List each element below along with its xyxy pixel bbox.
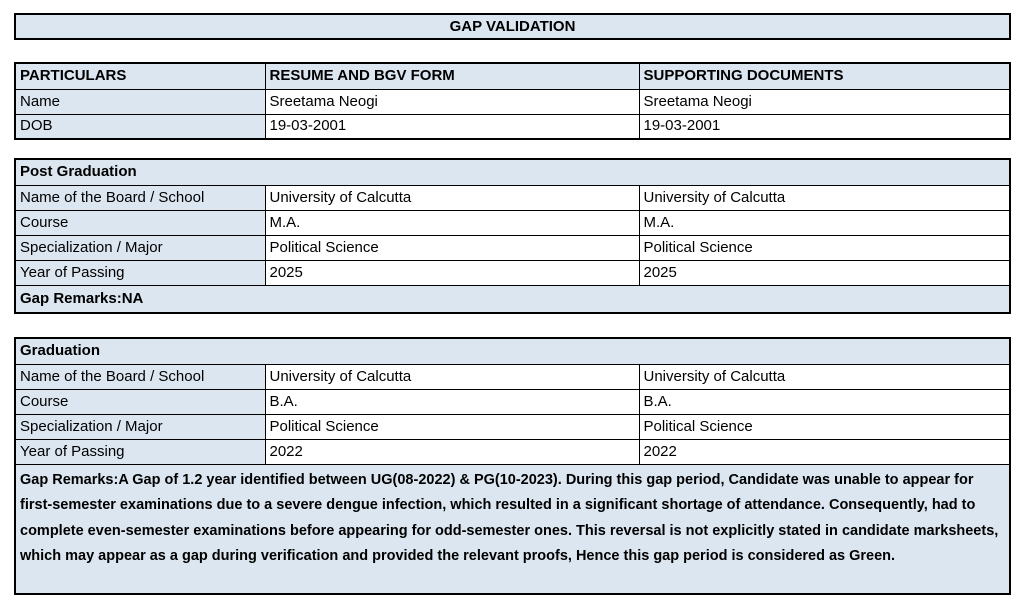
- table-row-name: Name Sreetama Neogi Sreetama Neogi: [14, 88, 1011, 115]
- ug-year-resume-value: 2022: [264, 438, 640, 465]
- name-resume-value: Sreetama Neogi: [264, 88, 640, 115]
- row-label-ug-specialization: Specialization / Major: [14, 413, 266, 440]
- pg-year-resume-value: 2025: [264, 259, 640, 286]
- row-label-ug-year: Year of Passing: [14, 438, 266, 465]
- graduation-table: Graduation Name of the Board / School Un…: [14, 337, 1011, 595]
- column-header-particulars: PARTICULARS: [14, 62, 266, 90]
- row-label-ug-board: Name of the Board / School: [14, 363, 266, 390]
- table-row-dob: DOB 19-03-2001 19-03-2001: [14, 113, 1011, 140]
- section-title-graduation: Graduation: [14, 337, 1011, 365]
- table-row-pg-year: Year of Passing 2025 2025: [14, 259, 1011, 286]
- row-label-pg-board: Name of the Board / School: [14, 184, 266, 211]
- pg-board-resume-value: University of Calcutta: [264, 184, 640, 211]
- post-graduation-section-header: Post Graduation: [14, 158, 1011, 186]
- ug-course-resume-value: B.A.: [264, 388, 640, 415]
- table-row-ug-course: Course B.A. B.A.: [14, 388, 1011, 415]
- table-row-pg-board: Name of the Board / School University of…: [14, 184, 1011, 211]
- row-label-pg-course: Course: [14, 209, 266, 236]
- post-graduation-gap-remarks-row: Gap Remarks:NA: [14, 284, 1011, 314]
- row-label-dob: DOB: [14, 113, 266, 140]
- page-title: GAP VALIDATION: [14, 13, 1011, 40]
- ug-board-resume-value: University of Calcutta: [264, 363, 640, 390]
- name-supporting-value: Sreetama Neogi: [638, 88, 1011, 115]
- ug-year-supporting-value: 2022: [638, 438, 1011, 465]
- candidate-table-header-row: PARTICULARS RESUME AND BGV FORM SUPPORTI…: [14, 62, 1011, 90]
- table-row-ug-board: Name of the Board / School University of…: [14, 363, 1011, 390]
- pg-board-supporting-value: University of Calcutta: [638, 184, 1011, 211]
- dob-supporting-value: 19-03-2001: [638, 113, 1011, 140]
- table-row-ug-year: Year of Passing 2022 2022: [14, 438, 1011, 465]
- ug-specialization-resume-value: Political Science: [264, 413, 640, 440]
- section-title-post-graduation: Post Graduation: [14, 158, 1011, 186]
- dob-resume-value: 19-03-2001: [264, 113, 640, 140]
- table-row-pg-specialization: Specialization / Major Political Science…: [14, 234, 1011, 261]
- ug-specialization-supporting-value: Political Science: [638, 413, 1011, 440]
- graduation-gap-remarks-row: Gap Remarks:A Gap of 1.2 year identified…: [14, 463, 1011, 595]
- table-row-ug-specialization: Specialization / Major Political Science…: [14, 413, 1011, 440]
- pg-specialization-resume-value: Political Science: [264, 234, 640, 261]
- table-row-pg-course: Course M.A. M.A.: [14, 209, 1011, 236]
- row-label-pg-year: Year of Passing: [14, 259, 266, 286]
- row-label-pg-specialization: Specialization / Major: [14, 234, 266, 261]
- row-label-name: Name: [14, 88, 266, 115]
- pg-course-supporting-value: M.A.: [638, 209, 1011, 236]
- candidate-info-table: PARTICULARS RESUME AND BGV FORM SUPPORTI…: [14, 62, 1011, 140]
- column-header-supporting-documents: SUPPORTING DOCUMENTS: [638, 62, 1011, 90]
- row-label-ug-course: Course: [14, 388, 266, 415]
- pg-year-supporting-value: 2025: [638, 259, 1011, 286]
- ug-board-supporting-value: University of Calcutta: [638, 363, 1011, 390]
- pg-specialization-supporting-value: Political Science: [638, 234, 1011, 261]
- pg-course-resume-value: M.A.: [264, 209, 640, 236]
- pg-gap-remarks: Gap Remarks:NA: [14, 284, 1011, 314]
- ug-gap-remarks: Gap Remarks:A Gap of 1.2 year identified…: [14, 463, 1011, 595]
- graduation-section-header: Graduation: [14, 337, 1011, 365]
- ug-course-supporting-value: B.A.: [638, 388, 1011, 415]
- post-graduation-table: Post Graduation Name of the Board / Scho…: [14, 158, 1011, 314]
- column-header-resume-bgv-form: RESUME AND BGV FORM: [264, 62, 640, 90]
